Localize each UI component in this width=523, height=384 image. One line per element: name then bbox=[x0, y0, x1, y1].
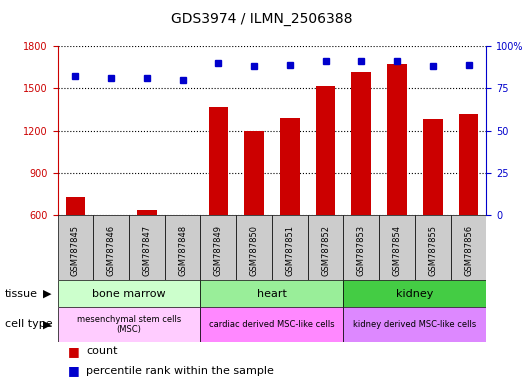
Text: GSM787853: GSM787853 bbox=[357, 225, 366, 276]
Bar bbox=[423, 119, 442, 215]
Bar bbox=[415, 215, 451, 280]
Bar bbox=[316, 86, 335, 215]
Text: kidney: kidney bbox=[396, 289, 434, 299]
Bar bbox=[344, 280, 486, 307]
Text: GSM787856: GSM787856 bbox=[464, 225, 473, 276]
Bar bbox=[451, 215, 486, 280]
Bar bbox=[58, 215, 93, 280]
Bar bbox=[351, 72, 371, 215]
Bar bbox=[272, 215, 308, 280]
Text: GSM787847: GSM787847 bbox=[142, 225, 151, 276]
Bar bbox=[209, 107, 228, 215]
Bar bbox=[137, 210, 157, 215]
Bar bbox=[280, 118, 300, 215]
Bar bbox=[200, 280, 344, 307]
Bar bbox=[165, 215, 200, 280]
Bar bbox=[93, 215, 129, 280]
Text: GSM787854: GSM787854 bbox=[393, 225, 402, 276]
Bar bbox=[344, 215, 379, 280]
Text: GSM787848: GSM787848 bbox=[178, 225, 187, 276]
Bar bbox=[387, 65, 407, 215]
Bar bbox=[236, 215, 272, 280]
Text: GSM787850: GSM787850 bbox=[249, 225, 258, 276]
Text: bone marrow: bone marrow bbox=[92, 289, 166, 299]
Bar bbox=[379, 215, 415, 280]
Text: GSM787852: GSM787852 bbox=[321, 225, 330, 276]
Text: ■: ■ bbox=[68, 345, 79, 358]
Bar bbox=[200, 215, 236, 280]
Text: GDS3974 / ILMN_2506388: GDS3974 / ILMN_2506388 bbox=[170, 12, 353, 25]
Bar bbox=[129, 215, 165, 280]
Text: percentile rank within the sample: percentile rank within the sample bbox=[86, 366, 274, 376]
Bar bbox=[459, 114, 479, 215]
Bar bbox=[244, 131, 264, 215]
Text: GSM787849: GSM787849 bbox=[214, 225, 223, 276]
Text: count: count bbox=[86, 346, 118, 356]
Text: tissue: tissue bbox=[5, 289, 38, 299]
Text: GSM787845: GSM787845 bbox=[71, 225, 80, 276]
Bar bbox=[58, 307, 200, 342]
Text: cardiac derived MSC-like cells: cardiac derived MSC-like cells bbox=[209, 320, 335, 329]
Text: GSM787846: GSM787846 bbox=[107, 225, 116, 276]
Text: mesenchymal stem cells
(MSC): mesenchymal stem cells (MSC) bbox=[77, 315, 181, 334]
Bar bbox=[58, 280, 200, 307]
Bar bbox=[65, 197, 85, 215]
Text: cell type: cell type bbox=[5, 319, 53, 329]
Text: ▶: ▶ bbox=[43, 319, 51, 329]
Text: GSM787851: GSM787851 bbox=[286, 225, 294, 276]
Text: kidney derived MSC-like cells: kidney derived MSC-like cells bbox=[354, 320, 476, 329]
Bar bbox=[200, 307, 344, 342]
Text: ▶: ▶ bbox=[43, 289, 51, 299]
Text: heart: heart bbox=[257, 289, 287, 299]
Text: GSM787855: GSM787855 bbox=[428, 225, 437, 276]
Bar bbox=[101, 215, 121, 216]
Text: ■: ■ bbox=[68, 364, 79, 377]
Bar bbox=[344, 307, 486, 342]
Bar bbox=[173, 215, 192, 217]
Bar bbox=[308, 215, 344, 280]
